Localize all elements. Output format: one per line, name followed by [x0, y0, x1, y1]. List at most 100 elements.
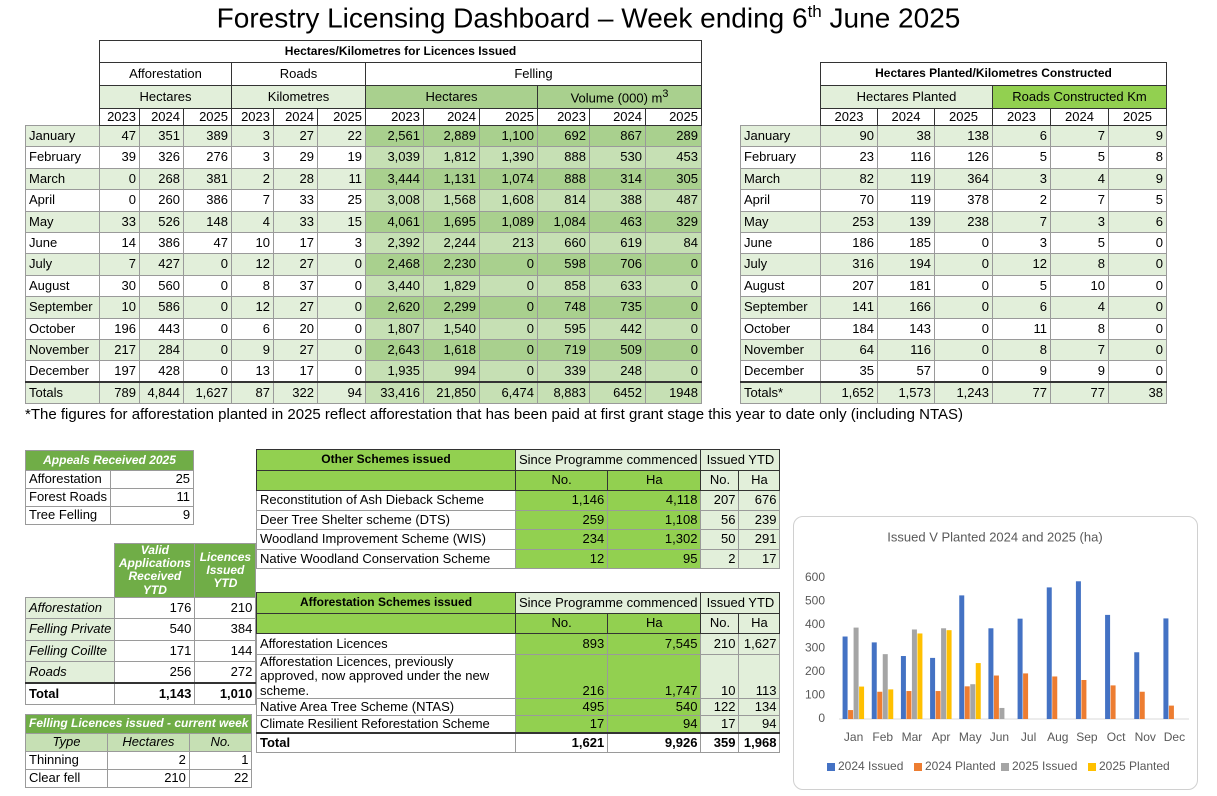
empty-cell — [741, 109, 821, 126]
table-cell: June — [25, 231, 100, 255]
table-cell: 10 — [231, 231, 274, 255]
table-cell: 0 — [183, 253, 232, 276]
table-cell: 6 — [231, 317, 274, 340]
table-cell: 586 — [139, 296, 184, 319]
table-cell: 33 — [273, 210, 318, 233]
table-cell: December — [740, 360, 821, 383]
table-cell: 0 — [183, 296, 232, 319]
table-cell: 748 — [537, 296, 590, 319]
table-cell: 70 — [820, 189, 878, 212]
legend-label: 2024 Issued — [838, 759, 903, 773]
table-cell: Total — [24, 682, 116, 705]
table-cell: 1,540 — [423, 317, 480, 340]
table-cell: 4,118 — [607, 490, 702, 511]
table-cell: 1,652 — [820, 381, 878, 405]
table-cell: 268 — [139, 167, 184, 191]
table-cell: 1,807 — [365, 317, 424, 340]
y-tick-label: 200 — [805, 664, 825, 678]
table-cell: 0 — [479, 274, 538, 298]
table-cell: Type — [25, 733, 108, 752]
table-cell: Hectares Planted — [820, 85, 993, 109]
table-row: September 10 586 0 12 27 0 2,620 2,299 0 748 735 0 — [25, 296, 702, 319]
table-cell: 3 — [231, 146, 274, 169]
bar — [917, 633, 923, 719]
table-cell: Afforestation — [24, 470, 112, 489]
table-cell: Afforestation Licences — [256, 633, 516, 655]
footnote: *The figures for afforestation planted i… — [25, 406, 964, 423]
table-row: December 35 57 0 9 9 0 — [740, 360, 1167, 383]
bar — [935, 691, 941, 719]
table-cell: 33 — [273, 189, 318, 212]
table-cell: 207 — [820, 274, 878, 298]
table-cell: 253 — [820, 210, 878, 233]
table-cell: 4,844 — [139, 381, 184, 405]
table: Other Schemes issued Since Programme comm… — [256, 449, 781, 569]
unit-superscript: 3 — [662, 87, 669, 100]
table-cell: Thinning — [25, 751, 108, 770]
table-cell: 9,926 — [607, 732, 702, 753]
table-cell: 428 — [139, 360, 184, 383]
table-cell: 0 — [183, 274, 232, 298]
bar — [1168, 705, 1174, 719]
table-cell: 0 — [479, 253, 538, 276]
table-cell: 0 — [317, 296, 366, 319]
table-cell: 122 — [700, 697, 740, 716]
table-cell: 276 — [183, 146, 232, 169]
table-row: Climate Resilient Reforestation Scheme 17… — [256, 714, 781, 734]
table-row: Forest Roads 11 — [24, 488, 195, 507]
table: Appeals Received 2025 Afforestation 25 Fore… — [24, 450, 195, 525]
table-cell: Afforestation — [99, 62, 232, 86]
table-cell: 1,143 — [114, 682, 196, 705]
empty-cell — [741, 63, 821, 86]
table-cell: 3,008 — [365, 189, 424, 212]
table-cell: May — [740, 210, 821, 233]
table-cell: 1948 — [645, 381, 702, 405]
table-cell: 660 — [537, 231, 590, 255]
table-cell: 6,474 — [479, 381, 538, 405]
table-row: January 47 351 389 3 27 22 2,561 2,889 1,100 692 86… — [25, 124, 702, 148]
table-cell: 1,812 — [423, 146, 480, 169]
table-cell: 94 — [607, 714, 702, 734]
table-cell: 1,302 — [607, 529, 702, 550]
table-cell: 0 — [1108, 338, 1167, 362]
legend-label: 2024 Planted — [925, 759, 996, 773]
table-row: November 64 116 0 8 7 0 — [740, 338, 1167, 362]
table-cell: 2025 — [1108, 108, 1167, 126]
table-cell: 2024 — [139, 108, 184, 126]
table-cell: 7 — [99, 253, 140, 276]
table-cell: 14 — [99, 231, 140, 255]
table-cell: Other Schemes issued — [256, 449, 516, 471]
table-cell: 5 — [1050, 231, 1109, 255]
table-cell: 22 — [188, 769, 253, 788]
table-cell: 2 — [700, 548, 740, 569]
empty-cell — [26, 41, 100, 63]
table-cell: 148 — [183, 210, 232, 233]
table-row: Deer Tree Shelter scheme (DTS) 259 1,108 56… — [256, 509, 781, 530]
table-cell: 119 — [877, 189, 935, 212]
table-cell: 0 — [934, 231, 993, 255]
table-cell: 0 — [934, 274, 993, 298]
table-cell: 7 — [1050, 124, 1109, 148]
table-cell: 25 — [110, 470, 195, 489]
bar — [859, 686, 865, 719]
table-cell: 2025 — [645, 108, 702, 126]
table-cell: 27 — [273, 124, 318, 148]
table-cell: 176 — [114, 596, 196, 620]
table-row: Afforestation 176 210 — [24, 596, 257, 620]
table-cell: 35 — [820, 360, 878, 383]
table-cell: 509 — [589, 338, 646, 362]
table-cell: 87 — [231, 381, 274, 405]
table-cell: 27 — [273, 296, 318, 319]
table: Afforestation Schemes issued Since Progra… — [256, 592, 781, 753]
table-cell: 47 — [99, 124, 140, 148]
table-row: September 141 166 0 6 4 0 — [740, 296, 1167, 319]
table-cell: 386 — [139, 231, 184, 255]
table-cell: 2024 — [423, 108, 480, 126]
table-cell: No. — [514, 613, 609, 634]
table-cell: 116 — [877, 146, 935, 169]
table-cell: 8 — [1050, 317, 1109, 340]
y-tick-label: 500 — [805, 594, 825, 608]
table-cell: 814 — [537, 189, 590, 212]
table-cell: 339 — [537, 360, 590, 383]
